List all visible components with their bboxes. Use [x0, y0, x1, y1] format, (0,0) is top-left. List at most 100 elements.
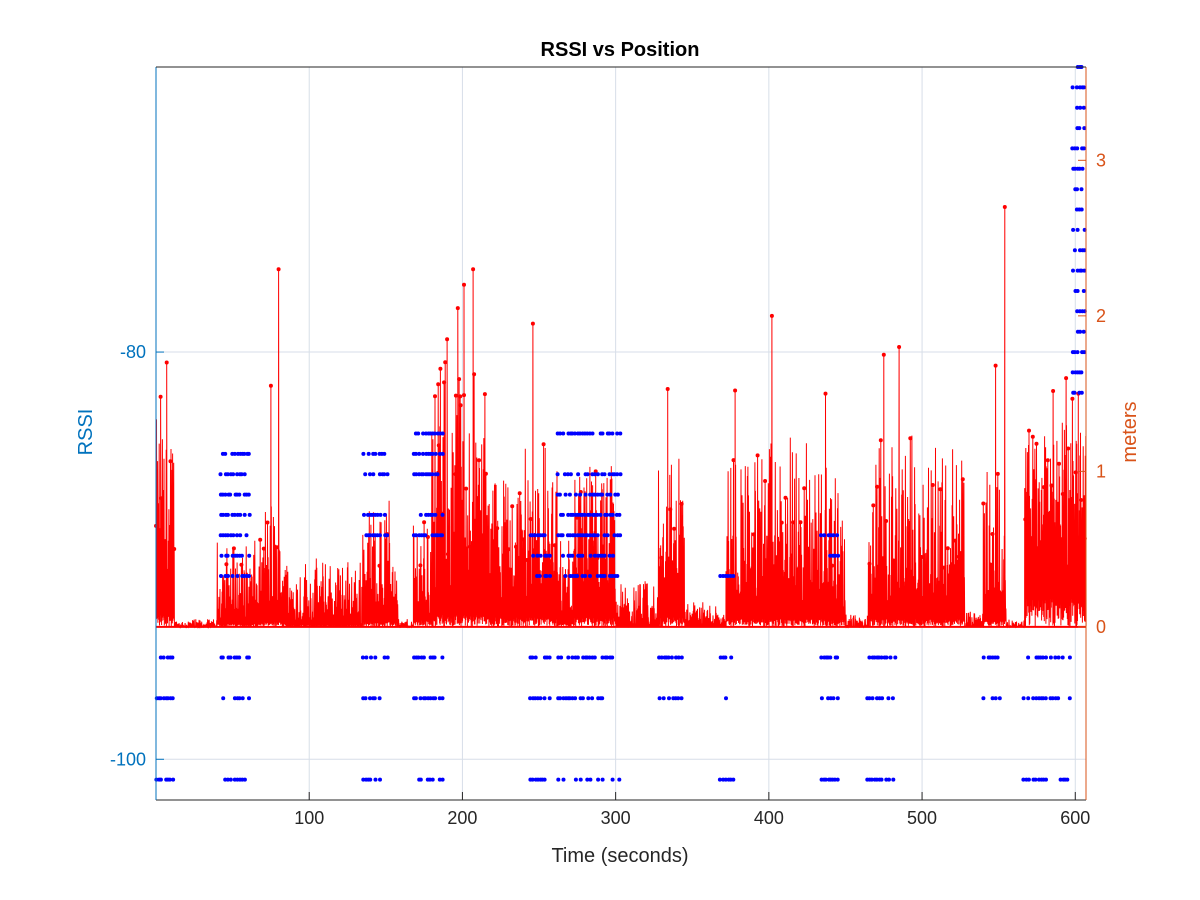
- rssi-point: [1081, 289, 1086, 293]
- rssi-point: [595, 472, 600, 477]
- rssi-point: [1082, 126, 1087, 131]
- rssi-point: [225, 512, 230, 517]
- x-tick-label: 400: [754, 808, 784, 828]
- meters-point: [938, 487, 943, 492]
- rssi-point: [247, 574, 251, 578]
- rssi-point: [368, 696, 372, 701]
- rssi-point: [362, 512, 366, 517]
- meters-point: [541, 442, 546, 447]
- meters-point: [733, 388, 738, 393]
- rssi-point: [607, 472, 612, 477]
- meters-point: [1053, 548, 1058, 552]
- rssi-point: [547, 655, 552, 660]
- rssi-point: [666, 655, 671, 660]
- meters-point: [422, 520, 427, 525]
- meters-point: [875, 484, 879, 489]
- rssi-point: [375, 512, 380, 517]
- rssi-point: [578, 777, 583, 782]
- rssi-point: [544, 553, 549, 558]
- rssi-point: [542, 533, 547, 538]
- rssi-point: [835, 533, 840, 538]
- rssi-point: [428, 696, 433, 701]
- rssi-point: [1044, 655, 1048, 660]
- meters-point: [1079, 498, 1083, 502]
- rssi-point: [728, 574, 733, 578]
- meters-point: [1069, 534, 1074, 539]
- meters-point: [224, 562, 229, 567]
- rssi-point: [562, 472, 567, 477]
- rssi-point: [891, 777, 896, 782]
- rssi-point: [1071, 227, 1076, 232]
- rssi-point: [828, 655, 833, 660]
- rssi-point: [585, 472, 590, 477]
- meters-point: [993, 363, 998, 368]
- x-axis-label: Time (seconds): [551, 845, 688, 867]
- rssi-point: [1074, 85, 1079, 90]
- rssi-point: [1079, 187, 1084, 192]
- rssi-point: [382, 655, 387, 660]
- meters-point: [462, 393, 466, 398]
- rssi-point: [385, 472, 390, 477]
- rssi-point: [237, 492, 242, 497]
- rssi-point: [366, 451, 371, 456]
- rssi-point: [1026, 655, 1031, 660]
- y-left-tick-label: -100: [110, 749, 146, 769]
- rssi-point: [244, 533, 249, 538]
- rssi-point: [1078, 329, 1083, 334]
- meters-point: [377, 563, 382, 568]
- meters-point: [668, 507, 673, 512]
- rssi-point: [588, 777, 593, 782]
- rssi-point: [557, 492, 562, 497]
- meters-point: [769, 313, 774, 318]
- rssi-point: [432, 431, 437, 436]
- rssi-point: [835, 777, 840, 782]
- rssi-series: [154, 65, 1087, 782]
- meters-point: [881, 352, 886, 357]
- axes: [155, 66, 1087, 801]
- rssi-point: [618, 431, 623, 436]
- y-right-tick-label: 2: [1096, 306, 1106, 326]
- meters-point: [1042, 485, 1046, 490]
- rssi-point: [238, 533, 243, 538]
- rssi-point: [538, 553, 543, 558]
- rssi-point: [588, 574, 592, 578]
- rssi-point: [582, 512, 587, 517]
- rssi-point: [530, 777, 535, 782]
- y-right-tick-label: 3: [1096, 150, 1106, 170]
- rssi-point: [610, 777, 615, 782]
- meters-point: [157, 528, 162, 533]
- rssi-point: [363, 472, 368, 477]
- rssi-point: [531, 553, 536, 558]
- meters-point: [1064, 376, 1069, 381]
- rssi-point: [238, 512, 243, 517]
- rssi-point: [605, 533, 610, 538]
- rssi-point: [363, 696, 368, 701]
- rssi-point: [659, 655, 664, 660]
- meters-point: [908, 436, 913, 441]
- rssi-point: [223, 451, 228, 456]
- rssi-point: [1075, 105, 1080, 110]
- rssi-point: [823, 777, 828, 782]
- rssi-point: [537, 574, 542, 578]
- rssi-point: [235, 472, 240, 477]
- meters-point: [791, 520, 795, 525]
- meters-point: [467, 544, 472, 549]
- rssi-point: [437, 696, 442, 701]
- meters-point: [495, 526, 500, 531]
- rssi-point: [835, 655, 840, 660]
- meters-point: [1057, 461, 1061, 466]
- meters-point: [763, 479, 768, 483]
- rssi-point: [440, 533, 444, 538]
- meters-series: [154, 205, 1087, 629]
- meters-point: [772, 564, 777, 569]
- rssi-point: [610, 655, 615, 660]
- rssi-point: [237, 696, 242, 701]
- rssi-point: [1081, 329, 1086, 334]
- rssi-point: [161, 655, 166, 660]
- meters-point: [445, 552, 450, 557]
- rssi-point: [1077, 166, 1082, 171]
- rssi-point: [373, 655, 378, 660]
- rssi-point: [368, 533, 373, 538]
- rssi-point: [602, 553, 607, 558]
